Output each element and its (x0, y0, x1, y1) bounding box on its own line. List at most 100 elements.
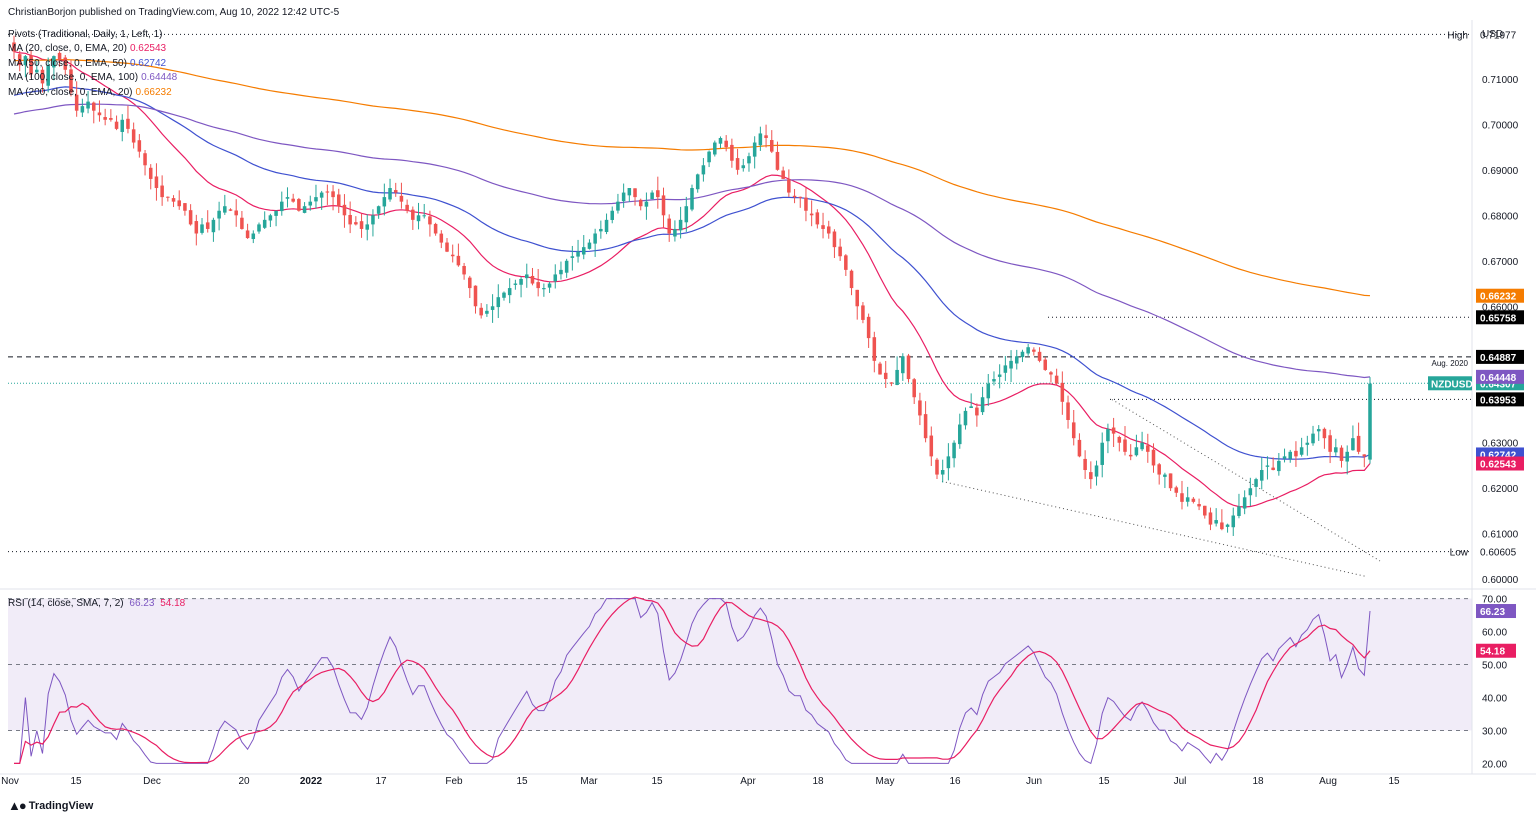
candle-body (205, 222, 210, 229)
time-tick-label: 16 (949, 776, 961, 787)
candle-body (935, 459, 939, 475)
candle-body (1117, 437, 1122, 443)
level-value-label: 0.71977 (1480, 30, 1517, 41)
candle-body (958, 424, 962, 445)
ma-value-label: 0.64448 (1480, 373, 1517, 384)
candle-body (40, 69, 45, 84)
candle-body (35, 69, 39, 73)
candle-body (217, 210, 221, 219)
candle-body (559, 269, 563, 275)
rsi-tick-label: 60.00 (1482, 628, 1507, 639)
time-tick-label: 20 (238, 776, 250, 787)
price-tick-label: 0.71000 (1482, 75, 1519, 86)
candle-body (1214, 520, 1218, 524)
candle-body (1271, 467, 1275, 471)
candle-body (502, 292, 506, 298)
candle-body (986, 383, 991, 399)
candle-body (257, 224, 261, 232)
candle-body (997, 374, 1002, 377)
time-tick-label: 18 (812, 776, 824, 787)
candle-body (280, 201, 284, 212)
candle-body (336, 194, 341, 207)
ma-value-box (1476, 456, 1524, 471)
candle-body (809, 213, 814, 216)
candle-body (895, 369, 899, 385)
time-tick-label: 15 (70, 776, 82, 787)
time-tick-label: Mar (580, 776, 598, 787)
time-tick-label: 18 (1252, 776, 1264, 787)
candle-body (912, 379, 916, 398)
ma-line-50 (13, 86, 1371, 460)
candle-body (388, 188, 392, 200)
price-tick-label: 0.62000 (1482, 484, 1519, 495)
ma-legend-value: 0.64448 (141, 72, 178, 83)
candle-body (752, 142, 757, 157)
candle-body (342, 204, 347, 216)
candle-body (940, 470, 945, 475)
candle-body (57, 52, 62, 61)
candle-body (861, 305, 865, 320)
candle-body (1265, 465, 1270, 467)
candle-body (148, 167, 153, 179)
candle-body (211, 219, 216, 233)
candle-body (1106, 429, 1110, 442)
candle-body (1305, 442, 1310, 445)
candle-body (758, 133, 763, 146)
ma-legend-100[interactable]: MA (100, close, 0, EMA, 100) 0.64448 (8, 72, 177, 83)
footer-brand[interactable]: ▲● TradingView (8, 798, 93, 813)
candle-body (1334, 447, 1338, 453)
candle-body (707, 151, 711, 163)
candle-body (872, 337, 877, 361)
candle-body (1316, 429, 1321, 432)
candle-body (1345, 451, 1349, 462)
candle-body (1208, 512, 1213, 525)
candle-body (188, 210, 193, 225)
candle-body (587, 242, 592, 249)
candle-body (542, 288, 546, 290)
candle-body (821, 225, 825, 229)
candle-body (992, 379, 996, 382)
candle-body (12, 42, 16, 52)
candle-body (781, 170, 785, 179)
rsi-line (14, 598, 1371, 765)
time-tick-label: Jun (1026, 776, 1042, 787)
candle-body (1225, 524, 1230, 527)
candle-body (775, 151, 780, 170)
rsi-tick-label: 30.00 (1482, 726, 1507, 737)
candle-body (1111, 427, 1116, 434)
candle-body (439, 233, 444, 243)
candle-body (576, 251, 580, 257)
candle-body (661, 195, 666, 216)
candle-body (297, 199, 301, 211)
ma-legend-200[interactable]: MA (200, close, 0, EMA, 20) 0.66232 (8, 87, 172, 98)
candle-body (1237, 506, 1241, 516)
candle-body (308, 201, 313, 206)
level-name-label: Aug. 2020 (1432, 359, 1469, 368)
candle-body (673, 228, 677, 237)
candle-body (644, 201, 649, 207)
ma-legend-value: 0.62742 (129, 57, 167, 69)
ma-legend-20[interactable]: MA (20, close, 0, EMA, 20) 0.62543 (8, 43, 166, 54)
candle-body (160, 185, 164, 198)
candle-body (656, 190, 660, 198)
candle-body (633, 188, 637, 198)
candle-body (553, 274, 558, 282)
pivots-legend[interactable]: Pivots (Traditional, Daily, 1, Left, 1) (8, 29, 163, 40)
candle-body (678, 219, 683, 231)
candle-body (1009, 360, 1013, 369)
candle-body (599, 228, 603, 232)
rsi-legend[interactable]: RSI (14, close, SMA, 7, 2) 66.23 54.18 (8, 598, 185, 609)
candle-body (1339, 447, 1344, 461)
candle-body (496, 297, 501, 308)
ma-line-200 (13, 58, 1371, 297)
rsi-tick-label: 70.00 (1482, 595, 1507, 606)
ma-legend-50[interactable]: MA (50, close, 0, EMA, 50) 0.62742 (8, 58, 166, 69)
time-tick-label: 15 (651, 776, 663, 787)
candle-body (365, 224, 370, 230)
candle-body (787, 179, 791, 193)
time-tick-label: 2022 (300, 776, 323, 787)
time-tick-label: 15 (1388, 776, 1400, 787)
candle-body (1254, 479, 1258, 487)
candle-body (382, 197, 387, 207)
